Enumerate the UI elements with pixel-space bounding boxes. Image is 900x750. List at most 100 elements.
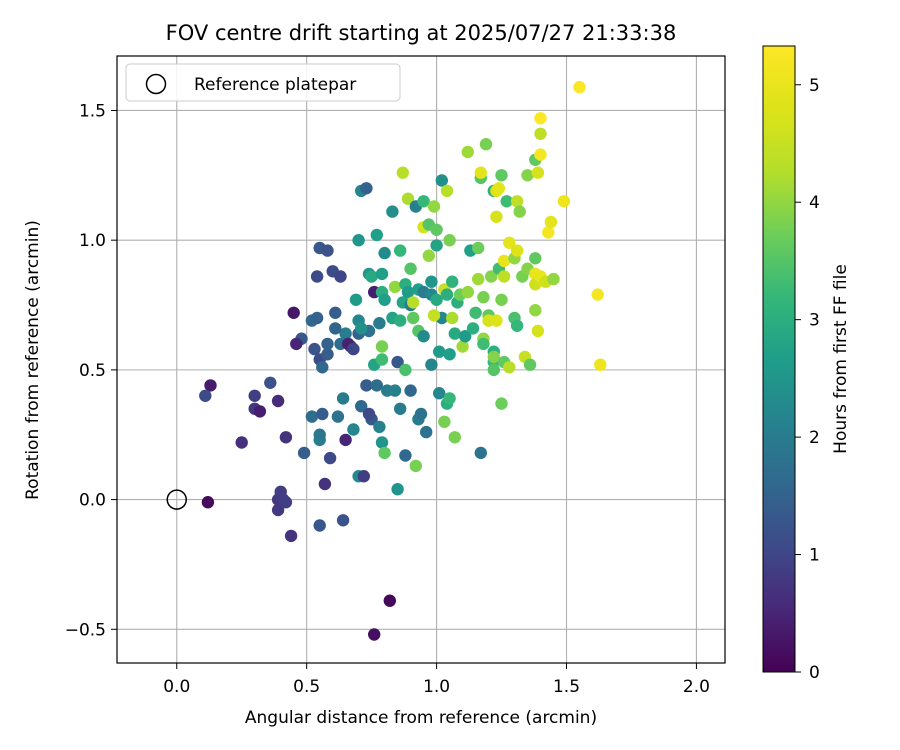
data-point: [235, 436, 248, 449]
data-point: [339, 327, 352, 340]
data-point: [401, 192, 415, 205]
data-point: [360, 182, 373, 195]
data-point: [523, 358, 537, 371]
data-point: [396, 166, 409, 179]
data-point: [336, 514, 350, 527]
data-point: [383, 594, 396, 607]
data-point: [529, 304, 542, 317]
data-point: [318, 477, 332, 491]
data-point: [401, 285, 415, 299]
data-point: [440, 184, 454, 198]
colorbar-ticks: 0 1 2 3 4 5: [795, 76, 820, 683]
data-point: [487, 350, 500, 364]
data-point: [440, 288, 454, 301]
data-point: [248, 389, 261, 402]
data-point: [497, 254, 511, 268]
data-point: [279, 496, 293, 509]
data-point: [357, 470, 370, 483]
data-point: [284, 529, 298, 543]
colorbar-tick-label: 1: [809, 546, 820, 566]
data-point: [204, 379, 217, 392]
data-point: [253, 405, 267, 418]
data-point: [329, 306, 342, 319]
colorbar-label: Hours from first FF file: [831, 264, 851, 454]
reference-platepar-marker: [166, 489, 188, 510]
data-point: [544, 215, 558, 229]
data-point: [534, 148, 547, 161]
data-point: [375, 267, 389, 281]
data-point: [399, 363, 412, 377]
data-point: [404, 384, 417, 397]
grid: [117, 56, 725, 663]
data-point: [510, 319, 524, 332]
data-point: [305, 410, 319, 423]
data-point: [313, 519, 326, 532]
data-point: [591, 288, 604, 301]
colorbar-tick-label: 0: [809, 663, 820, 683]
data-point: [378, 293, 391, 306]
x-tick-label: 2.0: [683, 677, 710, 697]
data-point: [497, 270, 511, 283]
data-point: [321, 244, 334, 257]
data-point: [323, 451, 337, 465]
data-point: [594, 358, 607, 371]
colorbar: [762, 45, 796, 673]
data-points: [199, 80, 607, 641]
data-point: [477, 291, 490, 304]
data-point: [534, 127, 547, 140]
data-point: [339, 433, 352, 447]
data-point: [297, 446, 311, 460]
y-axis-ticks: −0.5 0.0 0.5 1.0 1.5: [65, 101, 117, 640]
data-point: [375, 436, 389, 449]
x-tick-label: 0.5: [293, 677, 320, 697]
y-tick-label: 0.5: [79, 361, 106, 381]
data-point: [459, 330, 472, 343]
data-point: [394, 402, 407, 415]
data-point: [271, 503, 285, 517]
data-point: [466, 322, 480, 335]
x-tick-label: 1.5: [553, 677, 580, 697]
data-point: [321, 348, 334, 361]
legend-reference-marker: [145, 73, 167, 95]
data-point: [336, 392, 350, 405]
data-point: [430, 223, 443, 236]
data-point: [316, 407, 329, 421]
data-point: [547, 272, 560, 286]
data-point: [394, 314, 407, 327]
x-tick-label: 1.0: [423, 677, 450, 697]
data-point: [329, 322, 342, 335]
data-point: [490, 314, 503, 327]
data-point: [347, 342, 360, 356]
data-point: [448, 327, 461, 340]
data-point: [477, 337, 490, 351]
data-point: [446, 311, 459, 325]
data-point: [430, 293, 443, 306]
data-point: [417, 330, 430, 343]
data-point: [446, 275, 459, 288]
data-point: [500, 195, 513, 208]
y-tick-label: 0.0: [79, 491, 106, 511]
data-point: [321, 337, 334, 351]
data-point: [495, 397, 508, 410]
data-point: [287, 306, 300, 319]
data-point: [313, 428, 326, 441]
x-axis-label: Angular distance from reference (arcmin): [245, 708, 597, 728]
data-point: [349, 293, 363, 306]
plot-frame: [116, 55, 726, 664]
data-point: [443, 348, 456, 361]
data-point: [573, 80, 586, 94]
data-point: [407, 311, 420, 325]
y-tick-label: 1.5: [79, 101, 106, 121]
colorbar-tick-label: 5: [809, 76, 820, 96]
data-point: [472, 272, 485, 286]
data-point: [542, 226, 555, 239]
data-point: [513, 205, 526, 218]
data-point: [534, 112, 547, 125]
data-point: [510, 195, 524, 208]
data-point: [417, 195, 430, 208]
data-point: [438, 415, 451, 428]
data-point: [279, 431, 293, 444]
data-point: [373, 317, 386, 330]
data-point: [531, 324, 545, 338]
data-point: [368, 628, 381, 641]
